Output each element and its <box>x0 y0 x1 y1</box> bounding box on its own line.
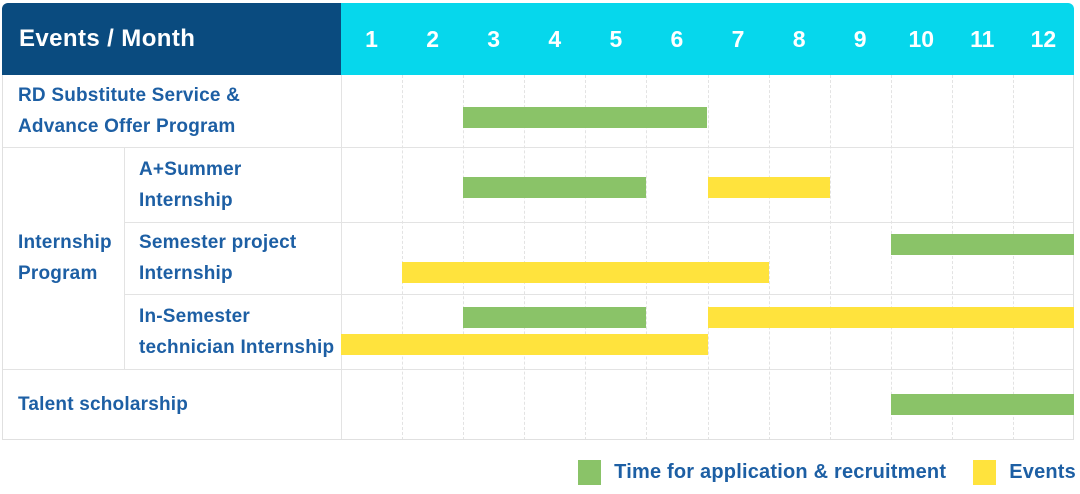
group-label-internship-program: Internship Program <box>18 147 112 369</box>
legend-item-events: Events <box>973 459 1076 485</box>
month-header-cell: 3 <box>487 25 501 52</box>
month-header-cell: 10 <box>908 25 935 52</box>
month-grid-line <box>768 75 770 440</box>
events-bar <box>402 262 769 283</box>
legend-label: Events <box>1009 460 1076 483</box>
month-grid-line <box>585 75 587 440</box>
month-header-row: 1 2 3 4 5 6 7 8 9 10 11 12 <box>341 3 1074 75</box>
events-bar <box>707 307 1074 328</box>
row-label-rd-substitute-service: RD Substitute Service & Advance Offer Pro… <box>18 75 240 147</box>
row-label-line: Advance Offer Program <box>18 116 236 137</box>
recruitment-bar <box>463 177 647 198</box>
events-month-header-cell: Events / Month <box>2 3 341 75</box>
row-label-line: A+Summer <box>139 158 242 180</box>
row-label-in-semester-technician-internship: In-Semester technician Internship <box>139 294 334 369</box>
recruitment-bar <box>890 394 1074 415</box>
row-label-line: RD Substitute Service & <box>18 85 241 106</box>
month-grid-line <box>402 75 404 440</box>
month-grid-line <box>463 75 465 440</box>
month-header-cell: 11 <box>970 25 995 52</box>
row-label-line: Semester project <box>139 232 297 253</box>
recruitment-bar <box>890 234 1074 255</box>
legend-item-recruitment: Time for application & recruitment <box>578 459 947 485</box>
group-label-line: Program <box>18 263 98 284</box>
month-header-cell: 12 <box>1030 25 1057 52</box>
row-label-a-plus-summer-internship: A+Summer Internship <box>139 147 241 222</box>
recruitment-bar <box>463 307 647 328</box>
row-separator <box>2 147 1074 148</box>
label-chart-divider <box>341 75 342 440</box>
recruitment-bar <box>463 107 708 128</box>
month-header-cell: 7 <box>731 25 745 52</box>
events-month-title: Events / Month <box>19 25 196 52</box>
month-header-cell: 1 <box>365 25 378 52</box>
month-grid-line <box>524 75 526 440</box>
group-label-line: Internship <box>18 232 112 253</box>
table-border-bottom <box>2 439 1074 440</box>
month-header-cell: 2 <box>426 25 440 52</box>
month-grid-line <box>1012 75 1014 440</box>
legend: Time for application & recruitment Events <box>578 457 1076 487</box>
table-border-right <box>1073 75 1074 440</box>
month-header-cell: 9 <box>853 25 867 52</box>
events-bar <box>707 177 830 198</box>
month-grid-line <box>646 75 648 440</box>
row-label-line: technician Internship <box>139 336 335 358</box>
legend-swatch-events <box>973 459 997 485</box>
row-separator <box>124 222 1074 223</box>
legend-swatch-recruitment <box>578 459 602 485</box>
group-divider <box>124 147 125 369</box>
legend-label: Time for application & recruitment <box>614 460 947 483</box>
row-separator <box>2 369 1074 370</box>
row-label-line: Internship <box>139 189 233 211</box>
month-grid-line <box>951 75 953 440</box>
month-grid-line <box>829 75 831 440</box>
row-separator <box>124 294 1074 295</box>
row-label-line: Internship <box>139 263 233 284</box>
row-label-line: In-Semester <box>139 305 250 327</box>
events-bar <box>341 334 708 355</box>
row-label-talent-scholarship: Talent scholarship <box>18 369 188 440</box>
table-border-left <box>2 75 3 440</box>
row-label-semester-project-internship: Semester project Internship <box>139 222 296 294</box>
month-header-cell: 5 <box>609 25 623 52</box>
month-header-cell: 4 <box>548 25 562 52</box>
row-label-line: Talent scholarship <box>18 394 189 415</box>
month-grid-line <box>707 75 709 440</box>
month-header-cell: 8 <box>792 25 806 52</box>
month-header-cell: 6 <box>670 25 684 52</box>
month-grid-line <box>890 75 892 440</box>
gantt-table: Events / Month 1 2 3 4 5 6 7 8 9 10 11 12 RD Substi… <box>2 3 1074 440</box>
